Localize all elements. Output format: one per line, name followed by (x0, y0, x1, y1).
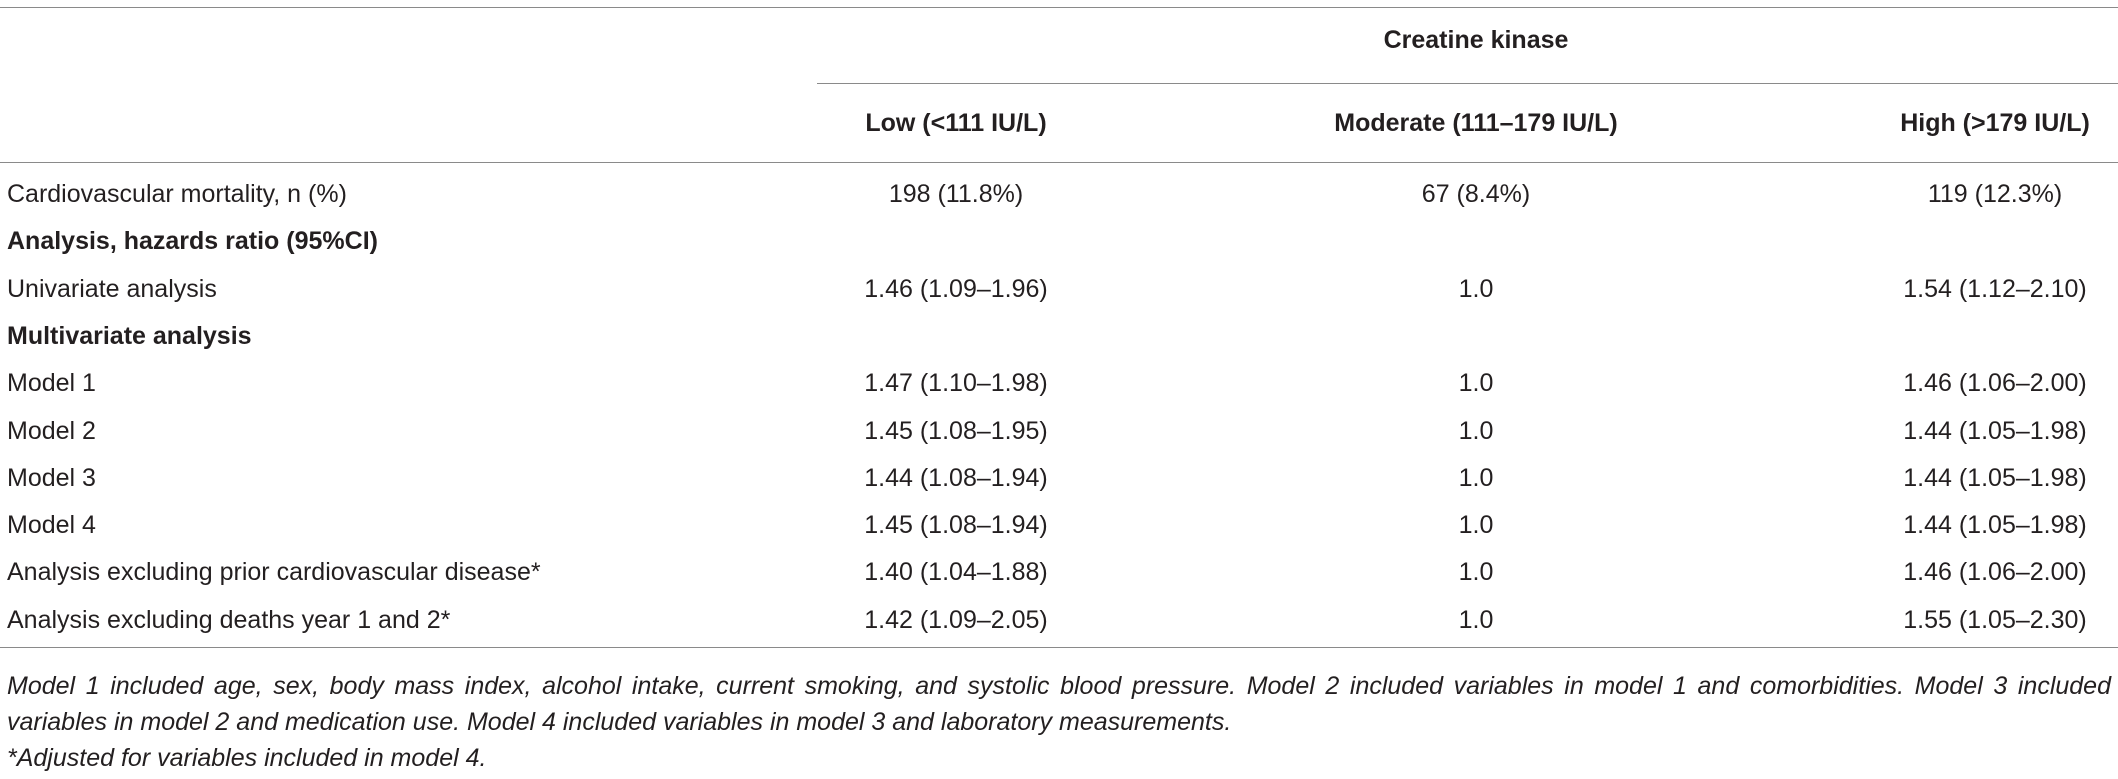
cell: 1.44 (1.05–1.98) (1903, 511, 2087, 540)
footnote: *Adjusted for variables included in mode… (7, 744, 487, 772)
cell: 1.45 (1.08–1.95) (864, 416, 1048, 445)
cell: 1.44 (1.05–1.98) (1903, 463, 2087, 492)
cell: 119 (12.3%) (1927, 180, 2063, 208)
cell: 1.44 (1.05–1.98) (1903, 416, 2087, 445)
top-rule (0, 7, 2118, 8)
cell: 1.0 (1458, 274, 1494, 303)
cell: 198 (11.8%) (888, 180, 1024, 208)
cell: 1.42 (1.09–2.05) (864, 605, 1048, 634)
group-rule (817, 83, 2118, 84)
cell: 1.0 (1458, 558, 1494, 587)
cell: 1.0 (1458, 463, 1494, 492)
cell: 1.45 (1.08–1.94) (864, 511, 1048, 540)
bottom-rule (0, 647, 2118, 648)
footnotes: Model 1 included age, sex, body mass ind… (7, 668, 2111, 776)
row-label: Univariate analysis (7, 274, 217, 303)
row-label: Model 2 (7, 416, 96, 445)
cell: 67 (8.4%) (1421, 180, 1531, 208)
cell: 1.0 (1458, 511, 1494, 540)
row-label: Analysis excluding deaths year 1 and 2* (7, 605, 451, 634)
cell: 1.47 (1.10–1.98) (864, 369, 1048, 398)
cell: 1.0 (1458, 369, 1494, 398)
group-header: Creatine kinase (1383, 26, 1569, 54)
cell: 1.40 (1.04–1.88) (864, 558, 1048, 587)
cell: 1.54 (1.12–2.10) (1903, 274, 2087, 303)
column-header: Moderate (111–179 IU/L) (1334, 109, 1618, 137)
row-label: Model 3 (7, 463, 96, 492)
column-header: Low (<111 IU/L) (865, 109, 1047, 137)
cell: 1.46 (1.06–2.00) (1903, 369, 2087, 398)
header-rule (0, 162, 2118, 163)
column-header: High (>179 IU/L) (1900, 109, 2090, 137)
cell: 1.46 (1.09–1.96) (864, 274, 1048, 303)
section-label: Multivariate analysis (7, 321, 252, 350)
footnote: Model 1 included age, sex, body mass ind… (7, 672, 2111, 736)
row-label: Analysis excluding prior cardiovascular … (7, 558, 541, 587)
cell: 1.0 (1458, 416, 1494, 445)
row-label: Model 1 (7, 369, 96, 398)
section-label: Analysis, hazards ratio (95%CI) (7, 227, 378, 256)
cell: 1.44 (1.08–1.94) (864, 463, 1048, 492)
row-label: Cardiovascular mortality, n (%) (7, 180, 347, 208)
row-label: Model 4 (7, 511, 96, 540)
cell: 1.46 (1.06–2.00) (1903, 558, 2087, 587)
cell: 1.0 (1458, 605, 1494, 634)
cell: 1.55 (1.05–2.30) (1903, 605, 2087, 634)
